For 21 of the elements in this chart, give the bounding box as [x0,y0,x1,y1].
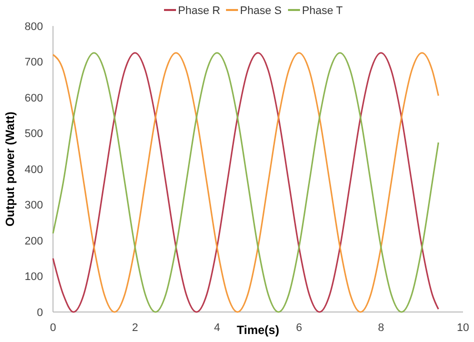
x-tick-label: 6 [296,322,302,334]
y-tick-label: 700 [24,56,43,69]
y-tick-label: 100 [24,271,43,284]
legend-label: Phase S [240,4,282,17]
x-axis-title: Time(s) [236,323,280,337]
x-tick-label: 2 [132,322,138,334]
y-tick-label: 800 [24,20,43,33]
y-tick-label: 600 [24,92,43,104]
y-tick-label: 0 [36,306,43,319]
x-tick-label: 4 [214,322,220,334]
legend-label: Phase T [302,4,344,17]
x-tick-label: 0 [50,322,56,334]
y-tick-label: 200 [24,235,43,248]
x-tick-label: 8 [378,322,384,334]
legend-label: Phase R [178,4,220,17]
y-tick-label: 400 [24,164,43,176]
y-axis-title: Output power (Watt) [3,112,17,226]
x-tick-label: 10 [456,322,470,334]
y-tick-label: 300 [24,200,43,212]
y-tick-label: 500 [24,128,43,140]
line-series [52,52,440,313]
